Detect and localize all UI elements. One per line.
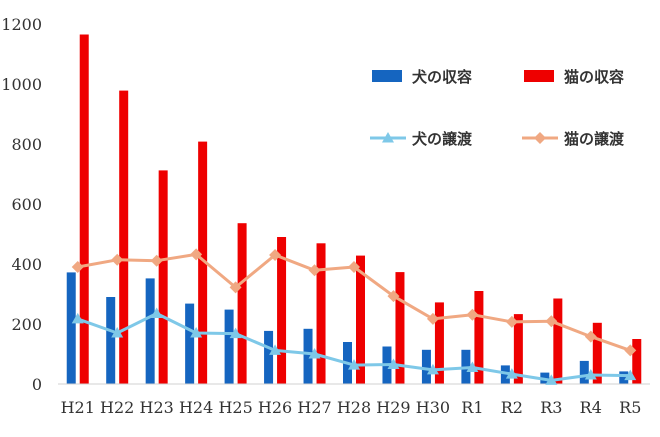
- cat-intake-bar: [277, 237, 287, 384]
- dog-adoption-marker: [111, 327, 124, 338]
- x-tick-label: R4: [580, 398, 602, 417]
- cat-adoption-marker: [466, 308, 479, 321]
- legend-marker: [534, 132, 546, 144]
- legend-label: 犬の収容: [412, 68, 472, 86]
- cat-adoption-marker: [387, 290, 400, 303]
- dog-adoption-marker: [624, 369, 637, 381]
- y-tick-label: 800: [11, 135, 42, 154]
- cat-intake-bar: [356, 255, 365, 384]
- dog-adoption-marker: [229, 327, 242, 339]
- cat-intake-bar: [592, 322, 602, 384]
- cat-intake-bar: [316, 243, 326, 384]
- x-tick-label: H23: [140, 398, 174, 417]
- y-tick-label: 0: [32, 375, 42, 394]
- dog-adoption-marker: [71, 312, 84, 324]
- cat-intake-bar: [434, 302, 444, 384]
- cat-adoption-marker: [269, 249, 282, 261]
- x-tick-label: H28: [337, 398, 371, 417]
- cat-intake-bar: [79, 34, 89, 384]
- cat-intake-bar: [632, 339, 642, 384]
- dog-intake-bar: [303, 328, 313, 384]
- cat-adoption-marker: [348, 261, 360, 273]
- dog-adoption-marker: [190, 327, 203, 338]
- cat-intake-bar: [158, 170, 168, 384]
- dog-adoption-marker: [426, 363, 439, 375]
- cat-adoption-marker: [505, 315, 518, 328]
- dog-intake-bar: [185, 303, 195, 384]
- cat-adoption-marker: [150, 254, 163, 267]
- y-tick-label: 200: [11, 315, 42, 334]
- dog-adoption-marker: [308, 348, 321, 359]
- dog-adoption-marker: [505, 368, 518, 379]
- dog-intake-bar: [421, 349, 431, 384]
- cat-intake-bar: [553, 298, 563, 384]
- y-tick-label: 400: [11, 255, 42, 274]
- cat-intake-bar: [237, 223, 247, 384]
- dog-adoption-marker: [387, 358, 400, 369]
- x-tick-label: H29: [376, 398, 410, 417]
- cat-adoption-marker: [426, 312, 439, 325]
- y-tick-label: 1000: [1, 75, 42, 94]
- dog-adoption-marker: [545, 374, 558, 385]
- dog-intake-bar: [500, 365, 510, 384]
- cat-adoption-marker: [190, 248, 203, 261]
- dog-adoption-marker: [269, 344, 282, 355]
- x-tick-label: R2: [501, 398, 523, 417]
- dog-adoption-marker: [466, 361, 479, 372]
- legend-swatch: [372, 70, 402, 82]
- legend-label: 猫の収容: [564, 68, 624, 86]
- dog-intake-bar: [66, 272, 76, 384]
- cat-intake-bar: [119, 90, 129, 384]
- x-tick-label: H30: [416, 398, 450, 417]
- legend-label: 犬の譲渡: [412, 130, 473, 148]
- cat-intake-bar: [513, 314, 523, 384]
- dog-adoption-marker: [150, 307, 163, 318]
- dog-intake-bar: [224, 309, 234, 384]
- dog-adoption-marker: [584, 369, 597, 380]
- cat-intake-bar: [198, 141, 208, 384]
- cat-adoption-marker: [111, 253, 124, 266]
- dog-intake-bar: [579, 360, 589, 384]
- cat-adoption-marker: [308, 264, 321, 277]
- legend-swatch: [524, 70, 554, 82]
- cat-adoption-marker: [624, 344, 637, 357]
- x-tick-label: R3: [540, 398, 562, 417]
- legend-marker: [382, 132, 394, 143]
- cat-adoption-marker: [229, 281, 242, 294]
- cat-adoption-marker: [545, 315, 558, 328]
- dog-intake-bar: [145, 278, 155, 384]
- cat-adoption-marker: [71, 261, 84, 273]
- legend-label: 猫の譲渡: [564, 130, 625, 148]
- dog-adoption-marker: [348, 359, 360, 370]
- dog-intake-bar: [106, 297, 116, 384]
- x-tick-label: H21: [61, 398, 95, 417]
- x-tick-label: H27: [297, 398, 331, 417]
- x-tick-label: R1: [461, 398, 483, 417]
- x-tick-label: R5: [619, 398, 641, 417]
- dog-intake-bar: [619, 371, 629, 384]
- x-tick-label: H22: [100, 398, 134, 417]
- x-tick-label: H26: [258, 398, 292, 417]
- y-tick-label: 1200: [1, 15, 42, 34]
- cat-intake-bar: [395, 272, 405, 384]
- y-tick-label: 600: [11, 195, 42, 214]
- x-tick-label: H25: [218, 398, 252, 417]
- cat-adoption-marker: [584, 330, 597, 343]
- dog-intake-bar: [264, 330, 274, 384]
- x-tick-label: H24: [179, 398, 213, 417]
- cat-intake-bar: [474, 291, 484, 384]
